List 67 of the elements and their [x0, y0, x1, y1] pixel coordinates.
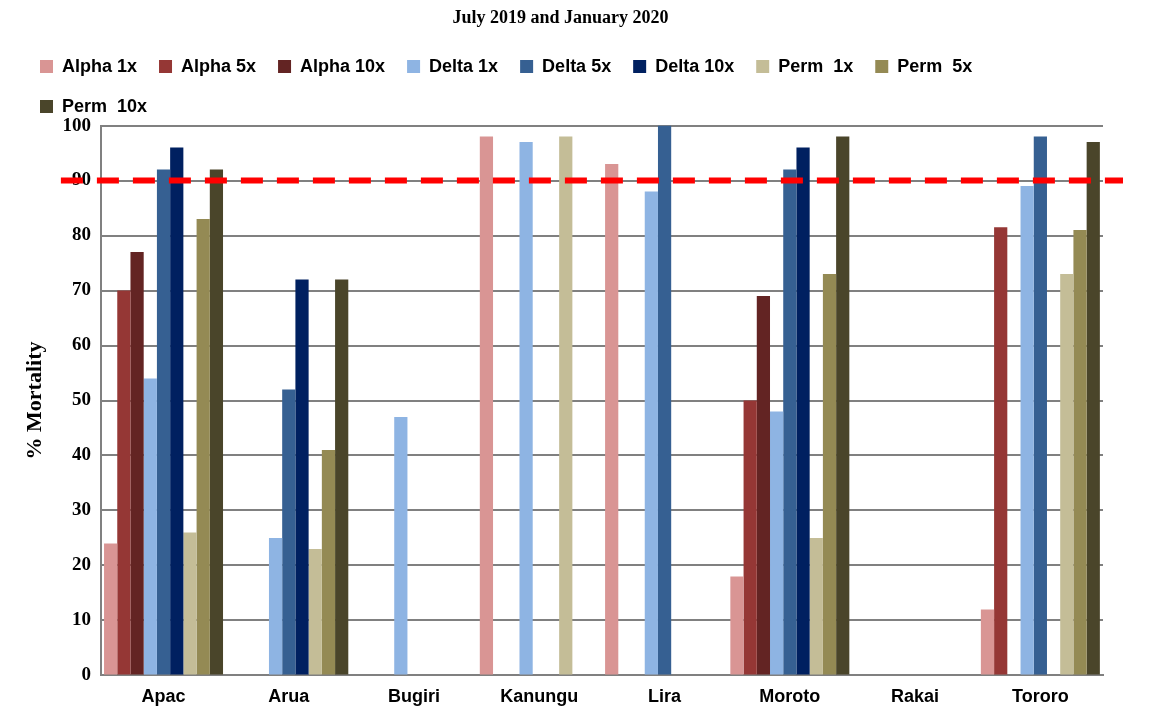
bar: [130, 252, 144, 675]
bar: [809, 537, 823, 675]
legend-label: Perm 10x: [62, 95, 148, 116]
y-tick-label: 30: [71, 498, 91, 520]
legend-label: Alpha 1x: [62, 55, 138, 76]
x-tick-label: Bugiri: [388, 686, 441, 707]
legend-label: Delta 1x: [429, 55, 499, 76]
y-axis-title: % Mortality: [20, 341, 46, 460]
bar: [196, 219, 210, 675]
bar: [836, 136, 850, 675]
bar: [394, 416, 408, 675]
chart-title: July 2019 and January 2020: [452, 7, 669, 28]
x-tick-label: Lira: [648, 686, 683, 707]
y-tick-label: 10: [71, 608, 91, 630]
bar: [783, 169, 797, 675]
bar: [796, 147, 810, 675]
bar: [209, 169, 224, 675]
x-tick-label: Rakai: [891, 686, 940, 707]
x-tick-label: Arua: [268, 686, 311, 707]
bar: [117, 290, 131, 675]
bar: [1073, 230, 1087, 675]
bar: [743, 400, 757, 675]
bar: [282, 389, 296, 675]
bar: [170, 147, 184, 675]
x-tick-label: Tororo: [1012, 686, 1069, 707]
bar: [644, 191, 658, 675]
bar: [730, 576, 744, 675]
bar: [770, 411, 784, 675]
y-tick-label: 40: [71, 443, 91, 465]
bar: [1060, 274, 1074, 675]
bar: [156, 169, 171, 675]
bar: [822, 274, 837, 675]
bar: [605, 164, 619, 675]
bar: [479, 136, 494, 675]
bar: [321, 449, 336, 675]
bar: [268, 537, 283, 675]
legend-label: Delta 10x: [655, 55, 735, 76]
bar: [183, 532, 197, 675]
y-tick-label: 80: [71, 223, 91, 245]
bar: [104, 543, 118, 675]
y-tick-label: 0: [81, 663, 91, 685]
bar: [519, 142, 533, 675]
y-tick-label: 70: [71, 278, 91, 300]
legend-label: Perm 5x: [897, 55, 973, 76]
bar: [1086, 142, 1100, 675]
y-tick-label: 50: [71, 388, 91, 410]
bar: [335, 279, 349, 675]
bar: [980, 609, 995, 675]
bar: [756, 296, 771, 675]
legend-label: Delta 5x: [542, 55, 612, 76]
legend-label: Alpha 10x: [300, 55, 386, 76]
bar: [559, 136, 573, 675]
x-tick-label: Apac: [141, 686, 186, 707]
y-tick-label: 60: [71, 333, 91, 355]
bar: [1033, 136, 1047, 675]
bar: [994, 227, 1008, 675]
bar: [657, 125, 672, 675]
legend-label: Alpha 5x: [181, 55, 257, 76]
y-tick-label: 20: [71, 553, 91, 575]
x-tick-label: Moroto: [759, 686, 821, 707]
bar: [295, 279, 309, 675]
x-tick-label: Kanungu: [500, 686, 579, 707]
legend-label: Perm 1x: [778, 55, 854, 76]
bar: [143, 378, 157, 675]
bar: [1020, 186, 1034, 675]
bar: [308, 548, 322, 675]
y-tick-label: 100: [62, 113, 91, 135]
